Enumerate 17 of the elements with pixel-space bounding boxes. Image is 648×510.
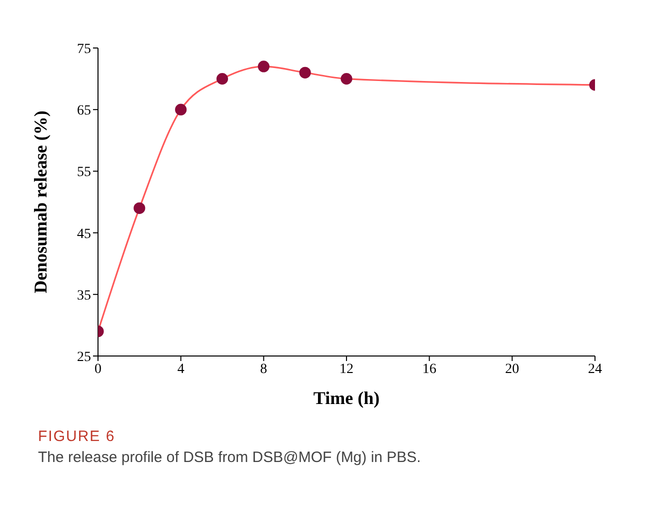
y-tick-label: 45 (77, 226, 91, 242)
y-tick-label: 75 (77, 42, 91, 57)
x-tick-label: 12 (340, 362, 354, 377)
x-tick-label: 4 (177, 362, 184, 377)
text: The release profile of DSB from DSB@MOF (Mg) in PBS. (38, 449, 422, 466)
y-tick-label: 25 (77, 350, 91, 365)
y-axis-title: Denosumab release (%) (30, 110, 50, 294)
y-tick-label: 35 (77, 288, 91, 304)
x-tick-label: 20 (505, 362, 520, 377)
y-tick-label: 65 (77, 104, 91, 119)
x-tick-label: 16 (422, 362, 436, 377)
x-tick-label: 8 (260, 362, 268, 377)
x-axis-title: Time (h) (313, 388, 380, 408)
x-tick-label: 24 (588, 362, 602, 377)
x-tick-label: 0 (94, 362, 102, 377)
y-tick-label: 55 (77, 165, 91, 180)
caption: FIGURE 6 (38, 428, 116, 445)
